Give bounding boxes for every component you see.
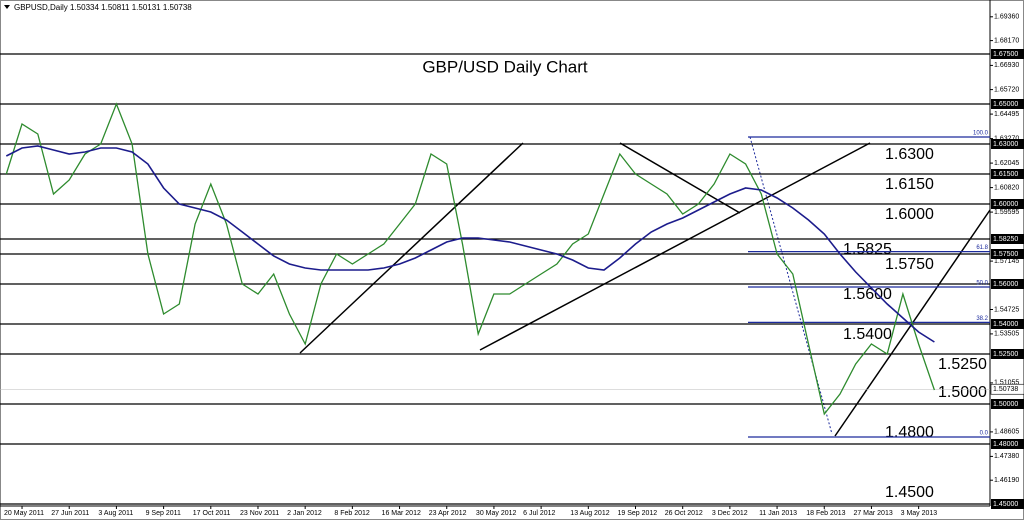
fibo-label: 50.0 [976,281,988,287]
y-tick-label: 1.60820 [994,184,1019,191]
level-axis-box [991,169,1024,179]
level-annotation: 1.4800 [885,424,934,441]
x-tick-label: 11 Jan 2013 [759,510,797,517]
y-tick-label: 1.62045 [994,160,1019,167]
x-tick-label: 30 May 2012 [476,510,517,517]
level-annotation: 1.5400 [843,326,892,343]
y-tick-label: 1.64495 [994,111,1019,118]
x-tick-label: 9 Sep 2011 [146,510,181,517]
last-price-box [990,383,1024,395]
level-annotation: 1.6300 [885,146,934,163]
y-tick-label: 1.57145 [994,258,1019,265]
y-tick-label: 1.47380 [994,453,1019,460]
level-axis-box [991,249,1024,259]
x-tick-label: 18 Feb 2013 [806,510,845,517]
x-tick-label: 17 Oct 2011 [193,510,231,517]
x-tick-label: 16 Mar 2012 [382,510,421,517]
x-tick-label: 23 Apr 2012 [429,510,467,517]
x-tick-label: 20 May 2011 [4,510,44,517]
level-axis-label: 1.52500 [993,351,1018,358]
fibo-label: 0.0 [980,431,989,437]
level-axis-box [991,279,1024,289]
level-axis-label: 1.50000 [993,401,1018,408]
level-axis-label: 1.65000 [993,101,1018,108]
x-tick-label: 6 Jul 2012 [523,510,555,517]
x-tick-label: 8 Feb 2012 [334,510,370,517]
level-annotation: 1.5000 [938,384,987,401]
level-axis-label: 1.56000 [993,281,1018,288]
y-tick-label: 1.48605 [994,429,1019,436]
level-axis-label: 1.45000 [993,501,1018,508]
level-axis-label: 1.57500 [993,251,1018,258]
level-axis-box [991,234,1024,244]
trendline [619,142,741,214]
x-tick-label: 27 Jun 2011 [51,510,89,517]
level-axis-label: 1.58250 [993,236,1018,243]
level-axis-box [991,99,1024,109]
level-annotation: 1.6000 [885,206,934,223]
fibo-label: 38.2 [976,316,988,322]
trendline [299,142,524,354]
moving-average [5,145,935,343]
level-annotation: 1.5600 [843,286,892,303]
y-tick-label: 1.68170 [994,37,1019,44]
x-tick-label: 13 Aug 2012 [570,510,609,517]
level-annotation: 1.5250 [938,356,987,373]
x-tick-label: 23 Nov 2011 [240,510,279,517]
level-axis-box [991,199,1024,209]
fibo-diagonal [749,136,833,435]
header-icon [4,5,10,9]
y-tick-label: 1.66930 [994,62,1019,69]
level-axis-box [991,349,1024,359]
x-tick-label: 3 Aug 2011 [98,510,133,517]
x-tick-label: 26 Oct 2012 [665,510,703,517]
y-tick-label: 1.51055 [994,380,1019,387]
level-annotation: 1.5750 [885,256,934,273]
level-axis-box [991,139,1024,149]
y-tick-label: 1.65720 [994,86,1019,93]
fibo-label: 100.0 [973,131,989,137]
x-tick-label: 19 Sep 2012 [618,510,658,517]
y-tick-label: 1.46190 [994,477,1019,484]
level-axis-box [991,399,1024,409]
level-axis-label: 1.60000 [993,201,1018,208]
y-tick-label: 1.63270 [994,135,1019,142]
chart-title: GBP/USD Daily Chart [422,57,588,76]
level-axis-label: 1.48000 [993,441,1018,448]
fibo-label: 61.8 [976,245,988,251]
x-tick-label: 2 Jan 2012 [287,510,322,517]
level-axis-box [991,49,1024,59]
level-axis-label: 1.61500 [993,171,1018,178]
level-axis-box [991,439,1024,449]
level-annotation: 1.6150 [885,176,934,193]
last-price-label: 1.50738 [993,386,1018,393]
y-tick-label: 1.53505 [994,331,1019,338]
level-axis-label: 1.54000 [993,321,1018,328]
x-tick-label: 3 May 2013 [901,510,938,517]
price-line [5,102,936,416]
level-axis-box [991,499,1024,509]
level-axis-box [991,319,1024,329]
y-tick-label: 1.59595 [994,209,1019,216]
level-axis-label: 1.63000 [993,141,1018,148]
y-tick-label: 1.69360 [994,14,1019,21]
trendline [479,142,871,351]
x-tick-label: 3 Dec 2012 [712,510,748,517]
y-tick-label: 1.54725 [994,306,1019,313]
header: GBPUSD,Daily 1.50334 1.50811 1.50131 1.5… [14,3,192,12]
level-annotation: 1.4500 [885,484,934,501]
x-tick-label: 27 Mar 2013 [853,510,892,517]
level-axis-label: 1.67500 [993,51,1018,58]
